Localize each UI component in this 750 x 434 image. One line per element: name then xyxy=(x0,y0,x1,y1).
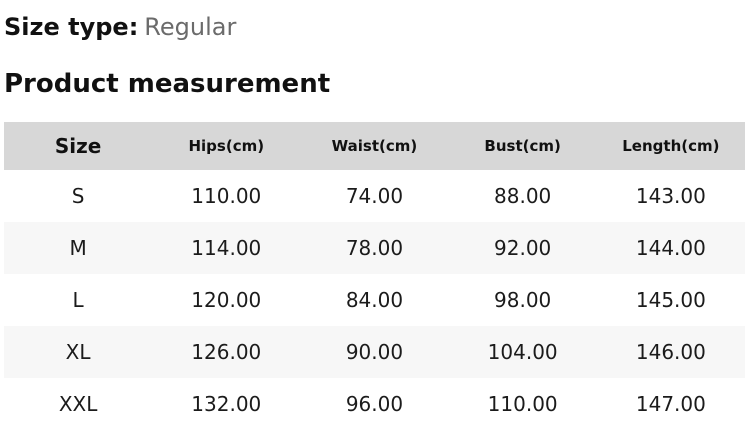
table-row-l: L 120.00 84.00 98.00 145.00 xyxy=(4,274,745,326)
bust-cell: 110.00 xyxy=(487,392,558,416)
measurement-table: Size Hips(cm) Waist(cm) Bust(cm) Length(… xyxy=(4,122,745,430)
bust-cell: 104.00 xyxy=(487,340,558,364)
size-cell: M xyxy=(69,236,87,260)
hips-cell: 114.00 xyxy=(191,236,262,260)
column-header-length: Length(cm) xyxy=(596,122,745,170)
table-row-xxl: XXL 132.00 96.00 110.00 147.00 xyxy=(4,378,745,430)
size-cell: XXL xyxy=(58,392,98,416)
size-type-label: Size type: xyxy=(4,13,139,41)
table-row-xl: XL 126.00 90.00 104.00 146.00 xyxy=(4,326,745,378)
length-cell: 145.00 xyxy=(635,288,706,312)
waist-cell: 84.00 xyxy=(345,288,404,312)
bust-cell: 92.00 xyxy=(494,236,552,260)
bust-cell: 98.00 xyxy=(494,288,552,312)
column-header-hips: Hips(cm) xyxy=(152,122,301,170)
size-cell: L xyxy=(72,288,84,312)
table-header-row: Size Hips(cm) Waist(cm) Bust(cm) Length(… xyxy=(4,122,745,170)
waist-cell: 74.00 xyxy=(345,184,404,208)
length-cell: 146.00 xyxy=(635,340,706,364)
length-cell: 147.00 xyxy=(635,392,706,416)
bust-cell: 88.00 xyxy=(494,184,552,208)
column-header-size: Size xyxy=(4,122,153,170)
waist-cell: 96.00 xyxy=(345,392,404,416)
column-header-waist: Waist(cm) xyxy=(300,122,449,170)
table-row-s: S 110.00 74.00 88.00 143.00 xyxy=(4,170,745,222)
size-type-heading: Size type: Regular xyxy=(4,13,745,41)
column-header-bust: Bust(cm) xyxy=(448,122,597,170)
waist-cell: 78.00 xyxy=(345,236,404,260)
hips-cell: 110.00 xyxy=(191,184,262,208)
size-cell: XL xyxy=(65,340,91,364)
hips-cell: 120.00 xyxy=(191,288,262,312)
table-row-m: M 114.00 78.00 92.00 144.00 xyxy=(4,222,745,274)
size-type-value: Regular xyxy=(144,13,237,41)
hips-cell: 126.00 xyxy=(191,340,262,364)
section-title: Product measurement xyxy=(4,69,331,99)
size-cell: S xyxy=(71,184,85,208)
hips-cell: 132.00 xyxy=(191,392,262,416)
waist-cell: 90.00 xyxy=(345,340,404,364)
length-cell: 144.00 xyxy=(635,236,706,260)
length-cell: 143.00 xyxy=(635,184,706,208)
table-body: S 110.00 74.00 88.00 143.00 M 114.00 78.… xyxy=(4,170,745,430)
